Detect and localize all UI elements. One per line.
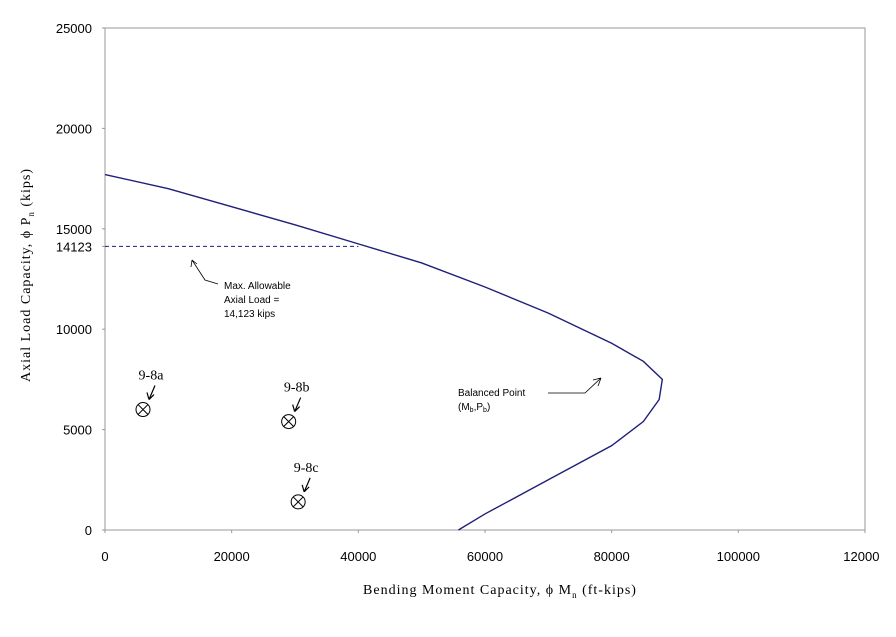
max-allowable-line1: Max. Allowable [224,281,291,292]
marker-part [292,496,304,508]
x-label-main: Bending Moment Capacity, ϕ M [363,583,572,598]
max-allowable-line3: 14,123 kips [224,309,275,320]
x-tick-label: 20000 [214,549,250,564]
point-label: 9-8c [294,461,319,476]
y-tick-label: 0 [85,523,92,538]
x-tick-label: 120000 [843,549,880,564]
curve [104,173,664,531]
x-label-sub: n [572,590,578,600]
y-tick-label: 10000 [56,322,92,337]
y-tick-label: 5000 [63,423,92,438]
balanced-sub-b2: b [483,407,487,414]
point-marker [290,494,306,510]
y-label-unit: (kips) [19,168,34,211]
balanced-m: (M [458,402,470,413]
point-marker [135,402,151,418]
x-tick-label: 40000 [340,549,376,564]
marker-part [137,404,149,415]
x-tick-label: 0 [101,549,108,564]
max-allowable-arrow [190,259,219,285]
y-label-main: Axial Load Capacity, ϕ P [19,217,34,382]
balanced-sub-b1: b [470,407,474,414]
point-label: 9-8b [284,381,310,396]
point-marker [281,414,297,430]
point-arrow [292,397,302,412]
balanced-arrow [548,377,602,394]
y-label-sub: n [26,211,36,217]
point-label: 9-8a [139,369,165,384]
y-tick-label: 14123 [56,239,92,254]
y-tick-label: 20000 [56,121,92,136]
x-axis-label: Bending Moment Capacity, ϕ Mn (ft-kips) [363,583,637,600]
balanced-line1: Balanced Point [458,388,525,399]
balanced-p: ,P [474,402,484,413]
x-tick-label: 100000 [717,549,760,564]
point-arrow [301,477,311,493]
marker-part [283,416,294,427]
point-arrow [146,385,156,400]
balanced-close: ) [487,402,490,413]
plot-frame [104,27,866,531]
x-label-unit: (ft-kips) [578,583,637,598]
y-axis-label: Axial Load Capacity, ϕ Pn (kips) [19,168,36,382]
chart: Bending Moment Capacity, ϕ Mn (ft-kips) … [19,21,887,600]
y-tick-label: 25000 [56,21,92,36]
y-tick-label: 15000 [56,222,92,237]
x-tick-label: 60000 [467,549,503,564]
x-tick-label: 80000 [594,549,630,564]
balanced-line2: (Mb,Pb) [458,402,490,414]
max-allowable-line2: Axial Load = [224,295,279,306]
